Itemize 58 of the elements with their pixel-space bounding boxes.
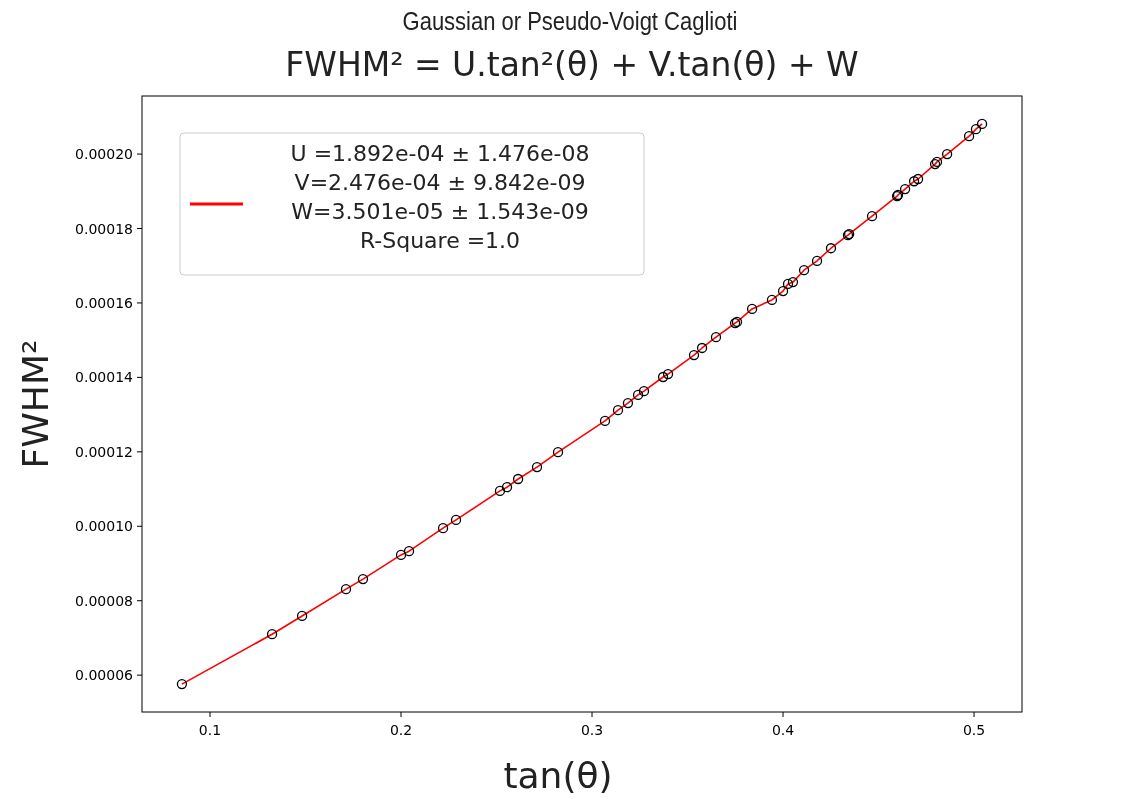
y-tick-label: 0.00010 xyxy=(75,518,133,535)
point xyxy=(899,183,911,195)
point xyxy=(357,573,369,585)
x-tick-label: 0.5 xyxy=(962,722,986,738)
x-tick-label: 0.4 xyxy=(771,722,795,738)
point xyxy=(552,447,564,458)
point xyxy=(746,303,758,315)
y-tick-label: 0.00008 xyxy=(75,592,133,609)
point xyxy=(531,461,543,473)
point xyxy=(612,404,624,416)
x-axis-title: tan(θ) xyxy=(503,755,613,796)
y-tick-label: 0.00014 xyxy=(75,369,134,386)
chart-title: Gaussian or Pseudo-Voigt Caglioti xyxy=(402,7,738,36)
point xyxy=(811,255,823,267)
y-tick-label: 0.00006 xyxy=(75,667,134,684)
point xyxy=(662,368,674,380)
point xyxy=(450,514,462,526)
x-tick-label: 0.2 xyxy=(389,722,413,738)
point xyxy=(657,371,669,383)
point xyxy=(176,678,188,690)
legend-label: U =1.892e-04 ± 1.476e-08 V=2.476e-04 ± 9.842e-09 W=3.501e-05 ± 1.543e-09 R-Square =1.0 xyxy=(290,141,590,253)
point xyxy=(395,549,407,561)
x-tick-label: 0.3 xyxy=(580,722,604,738)
point xyxy=(688,349,700,361)
point xyxy=(941,148,953,160)
point xyxy=(963,131,975,142)
point xyxy=(266,629,278,640)
point xyxy=(787,276,799,288)
point xyxy=(976,118,988,130)
point xyxy=(825,243,837,254)
point xyxy=(494,485,506,497)
point xyxy=(798,265,810,276)
point xyxy=(777,285,789,297)
y-axis-title: FWHM² xyxy=(15,339,56,469)
y-tick-label: 0.00018 xyxy=(75,220,133,237)
x-tick-label: 0.1 xyxy=(198,722,222,738)
y-tick-label: 0.00012 xyxy=(75,443,133,460)
point xyxy=(970,123,982,135)
point xyxy=(710,332,722,343)
point xyxy=(766,294,778,306)
chart-subtitle: FWHM² = U.tan²(θ) + V.tan(θ) + W xyxy=(285,45,859,84)
point xyxy=(437,522,449,534)
point xyxy=(296,610,308,622)
y-tick-label: 0.00020 xyxy=(75,146,133,163)
point xyxy=(340,584,352,595)
point xyxy=(638,386,650,397)
point xyxy=(512,473,524,485)
point xyxy=(866,211,878,222)
point xyxy=(696,342,708,354)
y-tick-label: 0.00016 xyxy=(75,294,134,311)
point xyxy=(782,278,794,290)
point xyxy=(501,482,513,493)
point xyxy=(632,389,644,401)
point xyxy=(622,397,634,409)
point xyxy=(912,173,924,185)
point xyxy=(403,546,415,557)
point xyxy=(599,415,611,427)
point xyxy=(908,176,920,187)
